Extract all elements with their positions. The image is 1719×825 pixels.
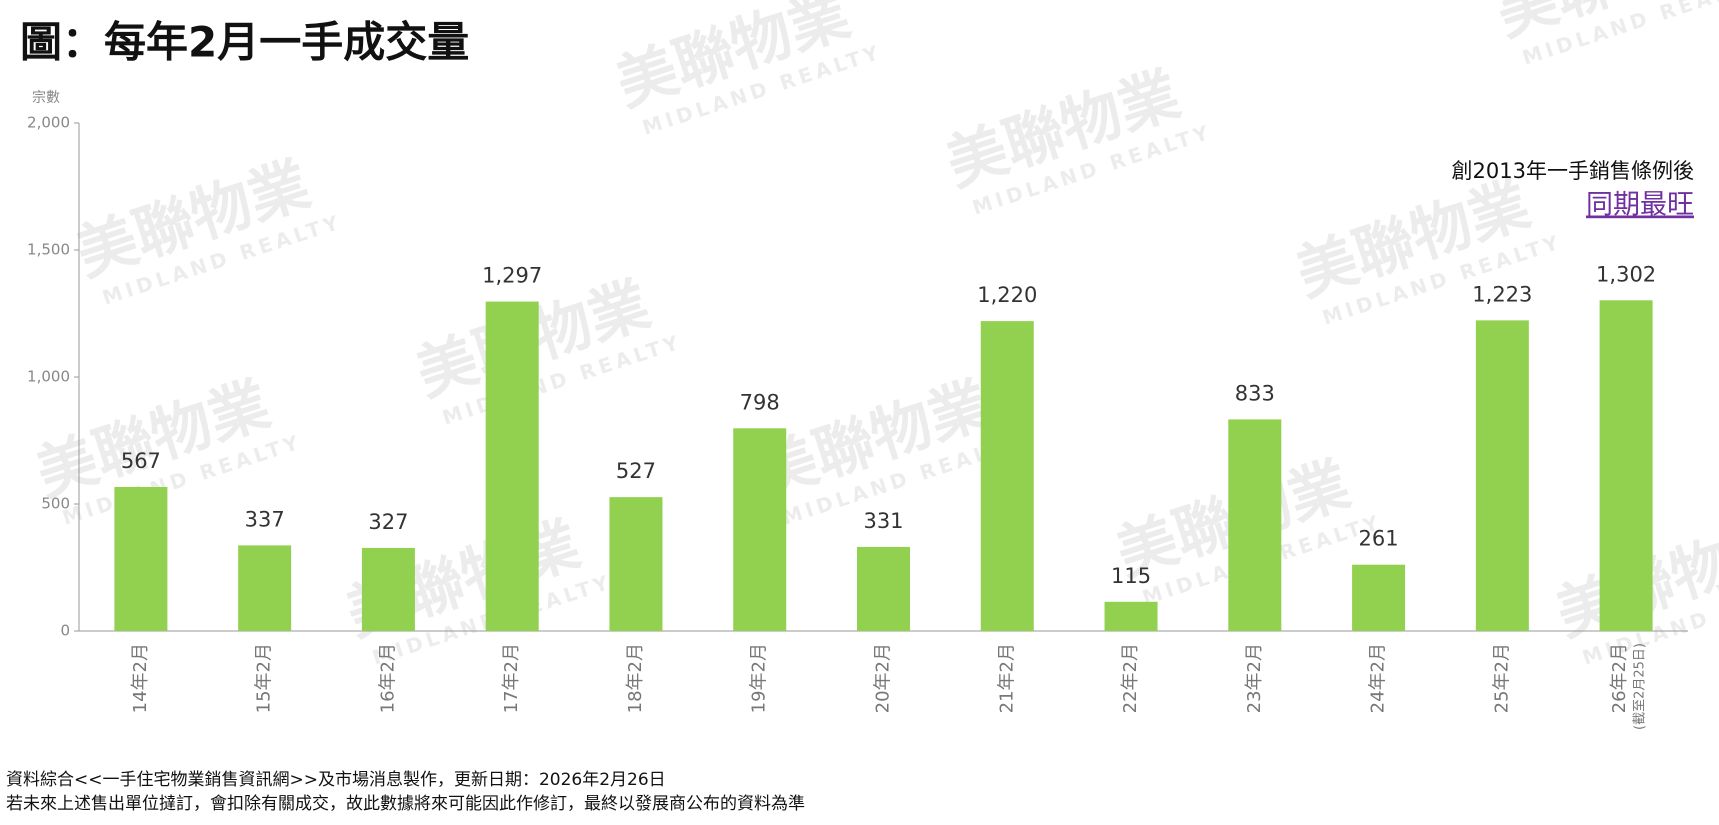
value-label: 1,220 [977, 283, 1037, 307]
bar [114, 486, 168, 631]
value-label: 327 [368, 510, 408, 534]
x-tick-label: 20年2月 [873, 643, 894, 713]
value-label: 331 [863, 509, 903, 533]
value-label: 567 [121, 449, 161, 473]
x-tick-label: 26年2月 [1609, 643, 1630, 713]
y-tick-label: 0 [60, 622, 70, 640]
x-tick-label: 23年2月 [1244, 643, 1265, 713]
value-label: 1,223 [1472, 282, 1532, 306]
annotation: 創2013年一手銷售條例後 [1452, 159, 1694, 183]
bar [980, 321, 1034, 631]
footnote: 資料綜合<<一手住宅物業銷售資訊網>>及市場消息製作，更新日期：2026年2月2… [6, 770, 666, 790]
x-tick-label: 16年2月 [377, 643, 398, 713]
bar [733, 428, 787, 631]
x-tick-label: 15年2月 [254, 643, 275, 713]
x-tick-label: 24年2月 [1368, 643, 1389, 713]
value-label: 527 [616, 459, 656, 483]
y-tick-label: 500 [41, 495, 70, 513]
x-tick-label: 19年2月 [749, 643, 770, 713]
y-tick-label: 2,000 [27, 114, 70, 132]
x-tick-label: 21年2月 [996, 643, 1017, 713]
y-tick-label: 1,000 [27, 368, 70, 386]
value-label: 833 [1235, 381, 1275, 405]
value-label: 337 [245, 507, 285, 531]
bar [1104, 601, 1158, 631]
y-tick-label: 1,500 [27, 241, 70, 259]
footnote: 若未來上述售出單位撻訂，會扣除有關成交，故此數據將來可能因此作修訂，最終以發展商… [6, 794, 805, 814]
x-tick-label: 17年2月 [501, 643, 522, 713]
bar [609, 497, 663, 631]
chart-title: 圖：每年2月一手成交量 [20, 18, 469, 67]
bar [1228, 419, 1282, 631]
bar [1599, 300, 1653, 631]
value-label: 261 [1359, 527, 1399, 551]
value-label: 1,302 [1596, 262, 1656, 286]
bar [1475, 320, 1529, 631]
x-tick-label: 22年2月 [1120, 643, 1141, 713]
x-tick-label: 18年2月 [625, 643, 646, 713]
bar [857, 546, 910, 631]
value-label: 798 [740, 390, 780, 414]
bar [1352, 564, 1406, 631]
x-tick-label: 25年2月 [1491, 643, 1512, 713]
bar [361, 547, 415, 631]
annotation-highlight: 同期最旺 [1586, 190, 1694, 221]
y-axis-label: 宗數 [32, 90, 60, 106]
x-tick-label: 14年2月 [130, 643, 151, 713]
value-label: 115 [1111, 564, 1151, 588]
x-tick-note: (截至2月25日) [1633, 643, 1648, 730]
bar [238, 545, 292, 631]
bar [485, 301, 539, 631]
value-label: 1,297 [482, 264, 542, 288]
